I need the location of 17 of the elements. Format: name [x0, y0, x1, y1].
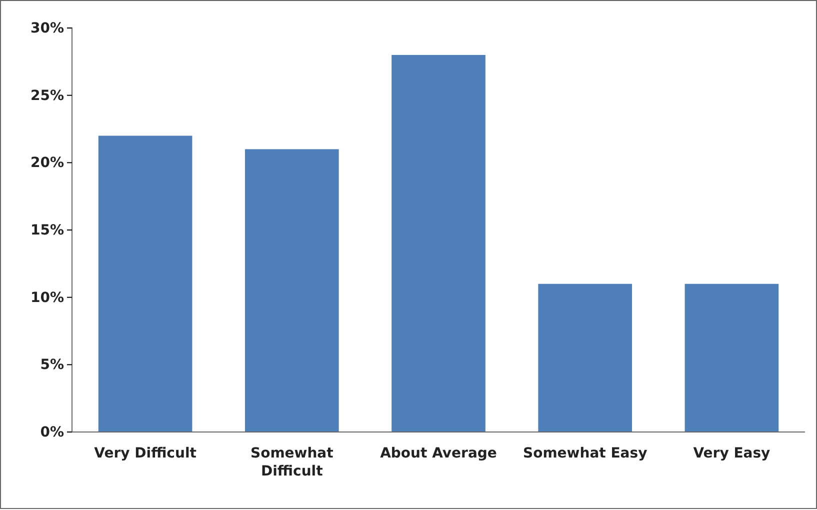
y-tick-label: 5%: [40, 357, 64, 374]
bar: [244, 149, 339, 432]
bar: [392, 54, 486, 432]
y-tick-label: 15%: [30, 222, 64, 238]
x-tick-label: Somewhat Difficult: [250, 445, 334, 480]
bar: [684, 284, 779, 432]
y-tick-label: 20%: [30, 155, 64, 172]
x-tick-label: Very Easy: [693, 445, 770, 462]
y-tick-label: 30%: [30, 20, 64, 36]
x-tick-label: Very Difficult: [94, 445, 197, 462]
x-tick-label: About Average: [380, 445, 497, 462]
x-tick-label: Somewhat Easy: [523, 445, 648, 462]
bar: [538, 284, 632, 432]
y-tick-label: 25%: [30, 88, 64, 104]
y-tick-label: 10%: [30, 290, 64, 306]
y-tick-label: 0%: [40, 424, 64, 440]
bar: [98, 136, 192, 432]
